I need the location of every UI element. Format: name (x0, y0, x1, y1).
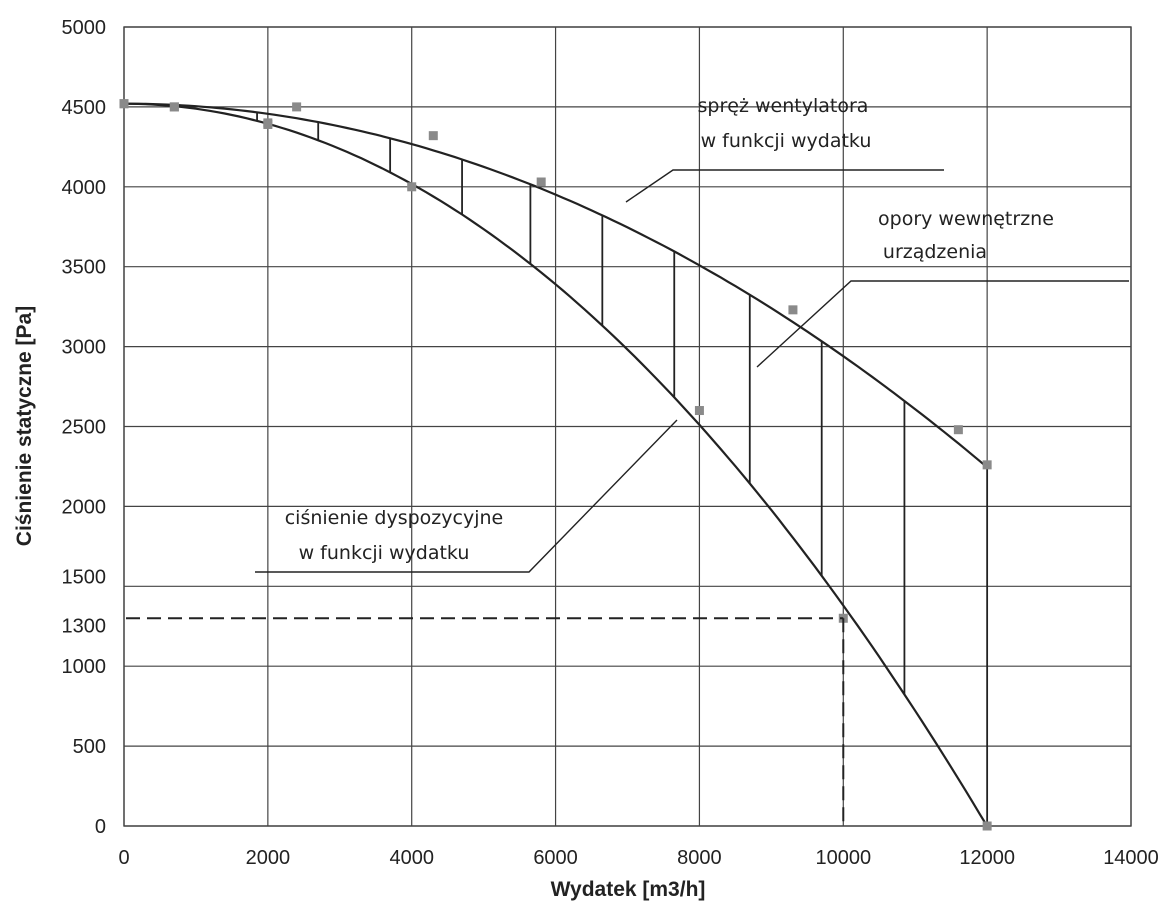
y-tick-label: 4000 (62, 177, 107, 199)
fan-pressure-point (982, 460, 992, 470)
annotation-fan-pressure-line-2: w funkcji wydatku (701, 130, 872, 152)
y-tick-label: 1300 (62, 615, 107, 637)
annotation-available-pressure: ciśnienie dyspozycyjne w funkcji wydatku (285, 507, 510, 564)
annotation-available-pressure-line-1: ciśnienie dyspozycyjne (285, 507, 504, 529)
fan-pressure-point (428, 131, 438, 141)
leader-internal-resistance (756, 280, 1129, 368)
x-tick-label: 8000 (677, 847, 722, 869)
y-tick-label: 2500 (62, 417, 107, 439)
x-tick-label: 4000 (389, 847, 434, 869)
annotation-fan-pressure-line-1: spręż wentylatora (698, 95, 869, 117)
tick-labels: 0 2000 4000 6000 8000 10000 12000 14000 0 500 1000… (62, 17, 1159, 869)
x-axis-title: Wydatek [m3/h] (551, 878, 706, 901)
available-pressure-point (263, 119, 273, 129)
x-tick-label: 0 (118, 847, 129, 869)
x-tick-label: 14000 (1103, 847, 1159, 869)
fan-pressure-point (292, 102, 302, 112)
y-tick-label: 500 (73, 736, 106, 758)
y-tick-label: 2000 (62, 496, 107, 518)
annotation-leaders (255, 169, 1129, 573)
grid (123, 26, 1132, 827)
annotation-internal-resistance: opory wewnętrzne urządzenia (878, 208, 1060, 263)
y-tick-label: 3500 (62, 257, 107, 279)
available-pressure-point (169, 102, 179, 112)
annotation-internal-resistance-line-1: opory wewnętrzne (878, 208, 1054, 230)
y-tick-label: 4500 (62, 97, 107, 119)
annotation-available-pressure-line-2: w funkcji wydatku (299, 542, 470, 564)
x-tick-label: 10000 (815, 847, 871, 869)
x-tick-label: 6000 (533, 847, 578, 869)
available-pressure-point (982, 821, 992, 831)
plot-frame (123, 26, 1132, 827)
series-line-fan-pressure (124, 102, 988, 469)
annotation-fan-pressure: spręż wentylatora w funkcji wydatku (698, 95, 875, 152)
leader-fan-pressure (625, 169, 944, 203)
available-pressure-point (407, 182, 417, 192)
fan-pressure-point (788, 305, 798, 315)
y-tick-label: 1000 (62, 656, 107, 678)
available-pressure-point (119, 99, 129, 109)
annotation-internal-resistance-line-2: urządzenia (883, 241, 987, 263)
x-tick-label: 12000 (959, 847, 1015, 869)
internal-resistance-hatching (256, 112, 989, 826)
y-tick-label: 5000 (62, 17, 107, 39)
y-tick-label: 1500 (62, 566, 107, 588)
y-tick-label: 0 (95, 816, 106, 838)
y-tick-label: 3000 (62, 337, 107, 359)
leader-available-pressure (255, 419, 678, 573)
fan-pressure-point (953, 425, 963, 435)
x-tick-label: 2000 (246, 847, 291, 869)
y-axis-title: Ciśnienie statyczne [Pa] (13, 306, 36, 546)
fan-pressure-point (536, 177, 546, 187)
operating-point-guides (126, 617, 845, 826)
available-pressure-point (694, 406, 704, 416)
